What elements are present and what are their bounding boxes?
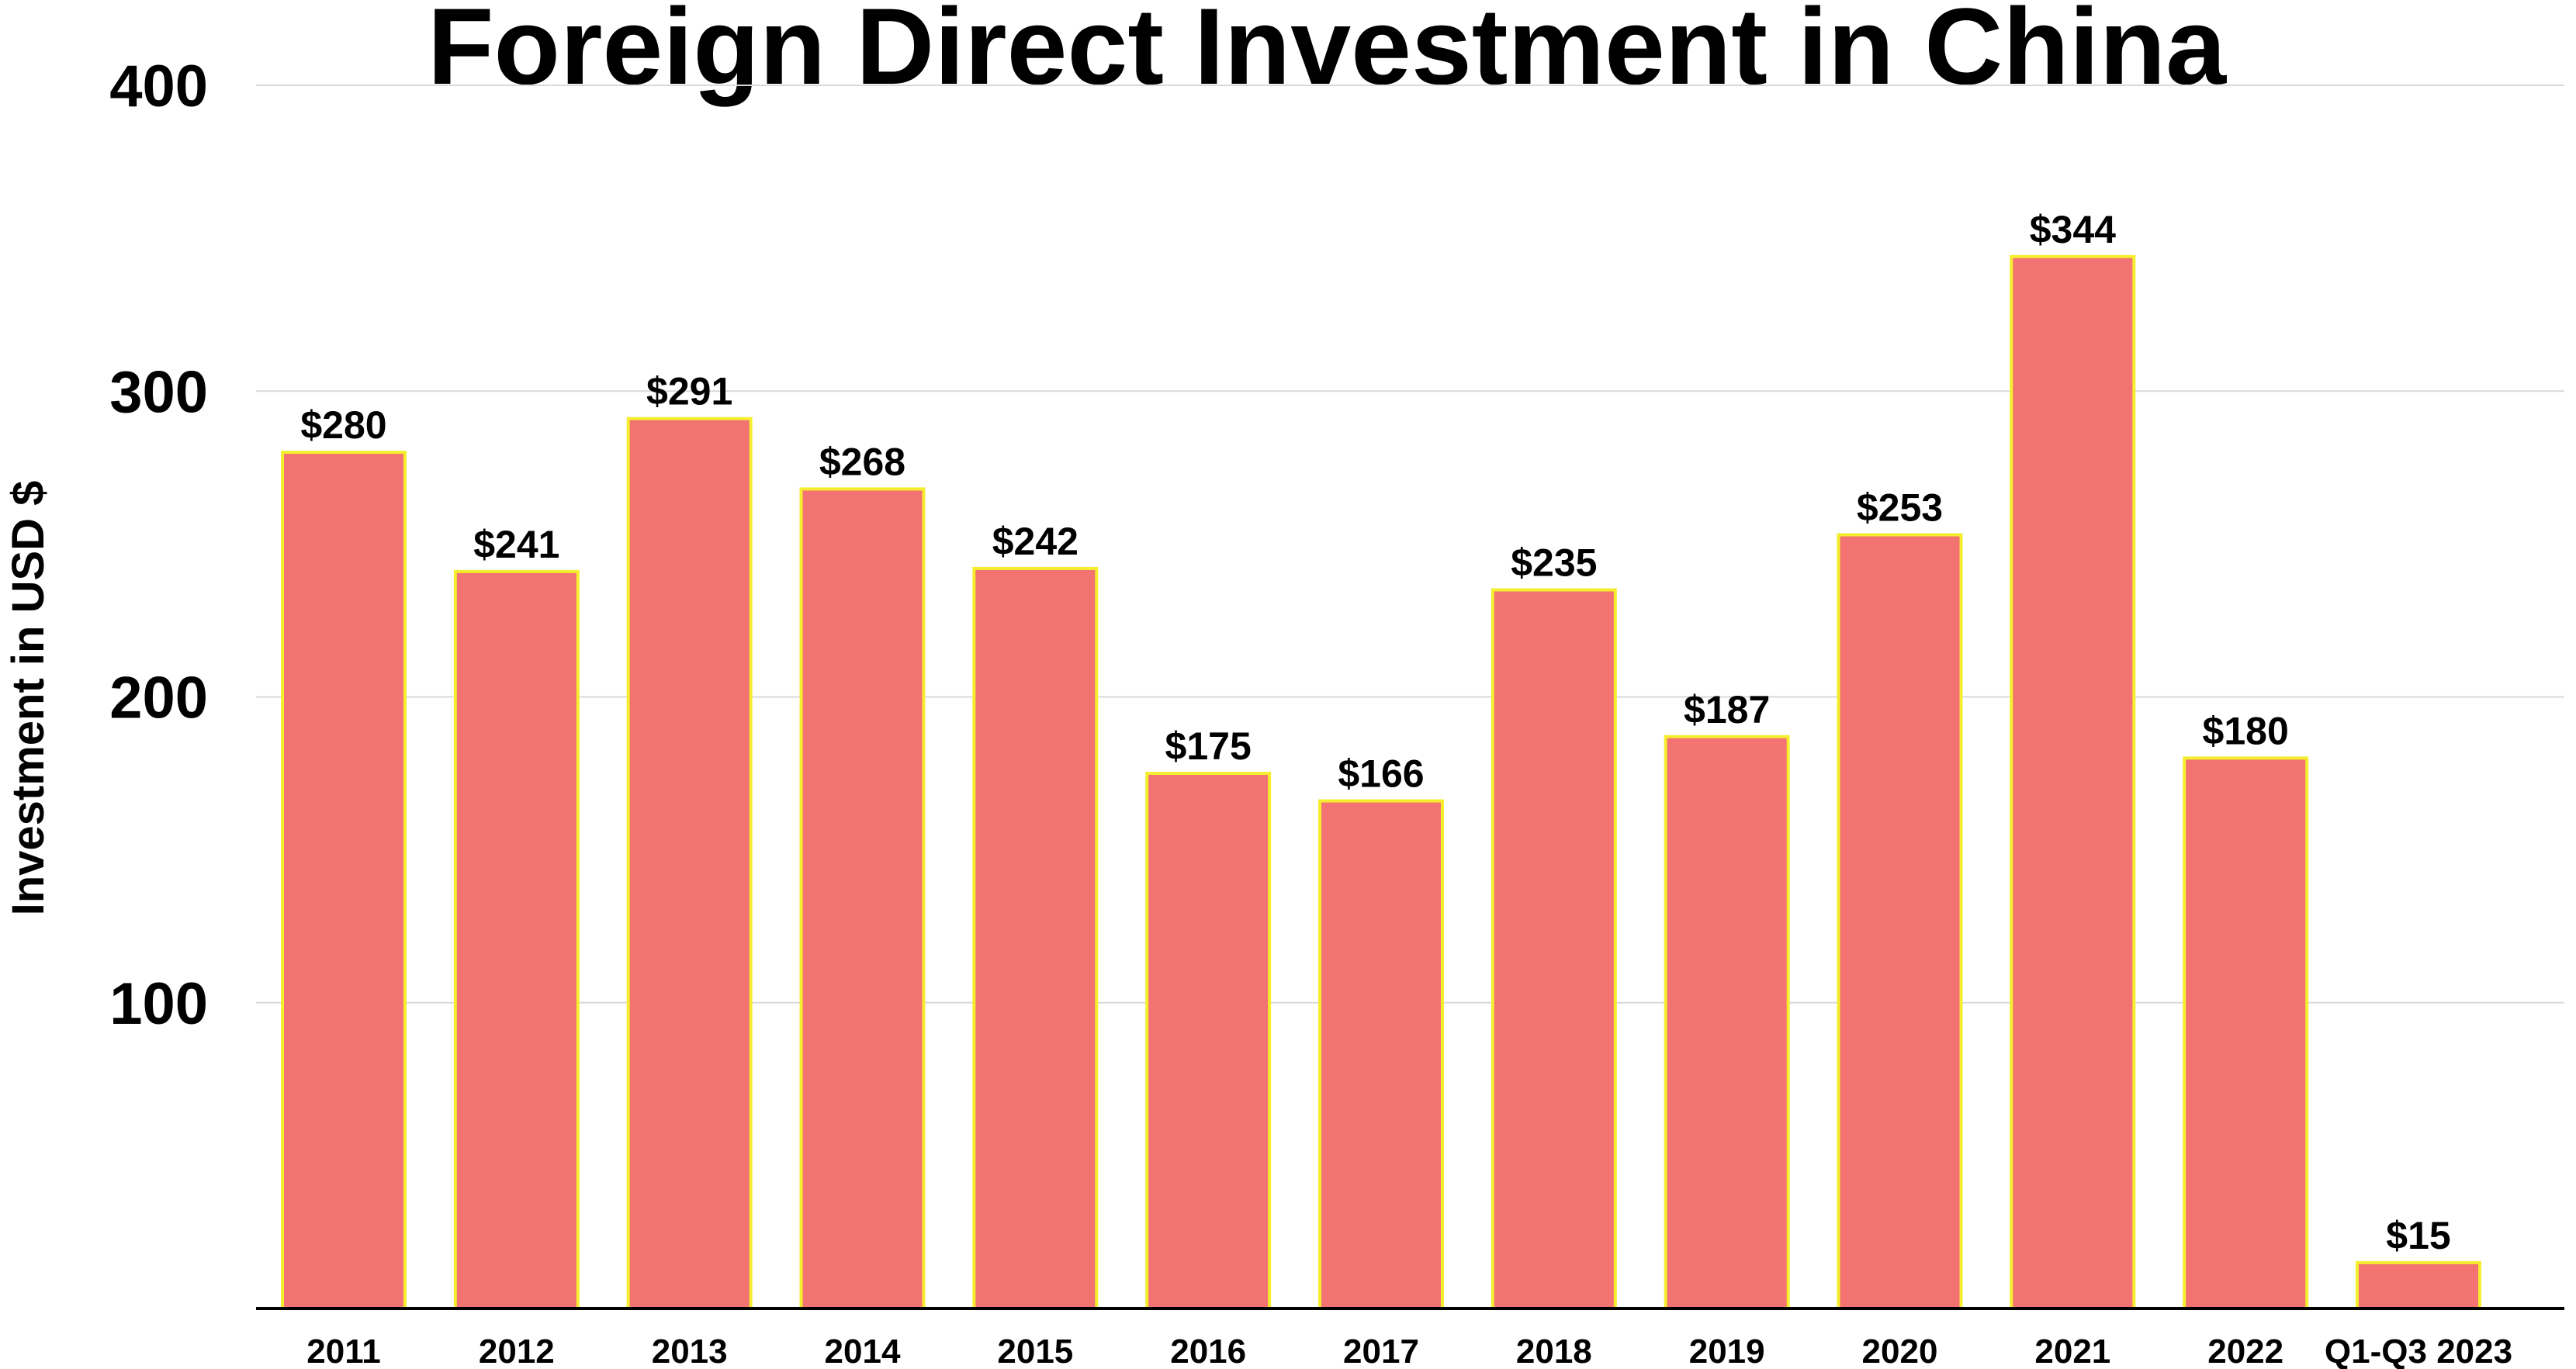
data-label: $291 [646,370,732,413]
data-label: $187 [1684,688,1770,731]
bar-2011 [281,451,407,1310]
data-labels: $280 $241 $291 $268 $242 $175 $166 $235 $187 $253… [300,208,2450,1257]
x-tick-label: 2014 [825,1333,901,1369]
x-tick-label: 2022 [2207,1333,2283,1369]
y-tick-label: 100 [109,971,208,1037]
y-tick-label: 200 [109,665,208,731]
y-tick-label: 300 [109,359,208,425]
data-label: $175 [1165,724,1252,768]
x-tick-label: 2017 [1343,1333,1419,1369]
x-tick-label: 2021 [2034,1333,2110,1369]
bar-2019 [1664,735,1790,1310]
data-label: $166 [1338,752,1424,796]
x-tick-label: 2018 [1516,1333,1592,1369]
bar-2015 [972,566,1099,1310]
x-tick-label: 2012 [479,1333,555,1369]
data-label: $268 [819,440,905,483]
chart-title: Foreign Direct Investment in China [428,0,2227,107]
data-label: $180 [2203,709,2289,752]
data-label: $253 [1857,486,1943,530]
bar-q1-q3-2023 [2356,1260,2481,1311]
bar-2020 [1837,533,1963,1310]
bar-2022 [2183,756,2309,1310]
data-label: $280 [300,403,386,447]
x-tick-label: Q1-Q3 2023 [2325,1333,2512,1369]
data-label: $344 [2030,208,2116,251]
data-label: $235 [1511,541,1597,585]
x-tick-label: 2019 [1689,1333,1765,1369]
bar-2017 [1318,799,1444,1311]
x-tick-label: 2020 [1862,1333,1938,1369]
bar-2014 [799,487,926,1310]
data-label: $241 [473,523,559,566]
bar-2018 [1491,588,1617,1310]
bar-2021 [2010,254,2136,1310]
bar-2013 [626,417,753,1310]
y-tick-label: 400 [109,54,208,119]
x-tick-label: 2015 [997,1333,1073,1369]
data-label: $242 [992,520,1079,563]
bar-2016 [1145,772,1272,1310]
axes: 100 200 300 400 2011 2012 2013 2014 2015 2016 2017… [109,54,2564,1369]
bars [281,254,2481,1311]
y-axis-label: Investment in USD $ [3,481,54,916]
x-tick-label: 2016 [1170,1333,1246,1369]
x-tick-label: 2011 [306,1333,380,1369]
data-label: $15 [2386,1214,2450,1257]
x-tick-label: 2013 [652,1333,728,1369]
bar-2012 [453,569,580,1310]
